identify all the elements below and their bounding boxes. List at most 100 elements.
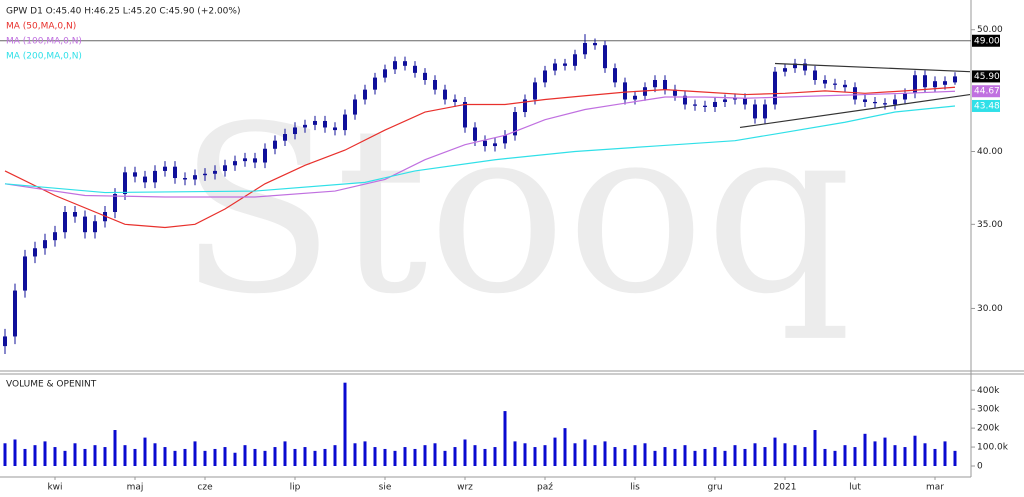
volume-bar bbox=[343, 382, 347, 466]
y-tick-label: 40.00 bbox=[977, 147, 1003, 157]
volume-bar bbox=[503, 411, 507, 466]
candle-body bbox=[173, 166, 177, 179]
candle-body bbox=[463, 101, 467, 128]
legend-entry: MA (50,MA,0,N) bbox=[6, 22, 76, 32]
candle-body bbox=[613, 68, 617, 83]
candle-body bbox=[233, 161, 237, 166]
price-label: 43.48 bbox=[974, 101, 1000, 111]
volume-bar bbox=[33, 445, 37, 466]
candle-body bbox=[703, 105, 707, 107]
candle-body bbox=[723, 99, 727, 102]
volume-bar bbox=[273, 447, 277, 466]
legend-entry: MA (200,MA,0,N) bbox=[6, 52, 82, 62]
y-tick-label: 300k bbox=[977, 405, 1000, 415]
volume-bar bbox=[313, 450, 317, 466]
x-tick-label: sie bbox=[379, 483, 392, 493]
x-tick-label: maj bbox=[127, 483, 144, 493]
x-tick-label: wrz bbox=[457, 483, 473, 493]
volume-bar bbox=[483, 448, 487, 466]
volume-bar bbox=[73, 443, 77, 466]
candle-body bbox=[693, 104, 697, 106]
candle-body bbox=[283, 134, 287, 141]
volume-bar bbox=[803, 447, 807, 466]
candle-body bbox=[213, 170, 217, 174]
candle-body bbox=[893, 99, 897, 105]
candle-body bbox=[763, 104, 767, 119]
candle-body bbox=[603, 45, 607, 69]
candle-body bbox=[753, 104, 757, 119]
candle-body bbox=[583, 42, 587, 55]
candle-body bbox=[823, 79, 827, 84]
price-label-box bbox=[972, 99, 1000, 112]
candle-body bbox=[903, 93, 907, 100]
candle-body bbox=[743, 98, 747, 105]
candle-body bbox=[293, 127, 297, 135]
candle-body bbox=[773, 71, 777, 105]
ma-line bbox=[4, 105, 956, 194]
candle-body bbox=[513, 112, 517, 136]
volume-bar bbox=[603, 441, 607, 466]
volume-bar bbox=[673, 448, 677, 466]
trendline bbox=[774, 62, 971, 73]
volume-bar bbox=[913, 435, 917, 466]
y-tick-label: 35.00 bbox=[977, 220, 1003, 230]
candle-body bbox=[523, 99, 527, 113]
candle-body bbox=[883, 103, 887, 105]
price-label: 44.67 bbox=[974, 87, 1000, 97]
x-tick-label: 2021 bbox=[774, 483, 797, 493]
x-tick-label: lip bbox=[290, 483, 301, 493]
volume-bar bbox=[723, 450, 727, 466]
candle-body bbox=[223, 165, 227, 171]
volume-bar bbox=[653, 450, 657, 466]
volume-bar bbox=[443, 450, 447, 466]
volume-bar bbox=[953, 450, 957, 466]
candle-body bbox=[543, 70, 547, 83]
volume-bar bbox=[623, 448, 627, 466]
candle-body bbox=[443, 89, 447, 100]
volume-bar bbox=[263, 450, 267, 466]
candle-body bbox=[133, 172, 137, 177]
panel-title: VOLUME & OPENINT bbox=[6, 380, 97, 390]
candle-body bbox=[623, 82, 627, 100]
candle-body bbox=[843, 84, 847, 88]
price-label-box bbox=[972, 34, 1000, 47]
candle-body bbox=[3, 336, 7, 347]
candle-body bbox=[313, 120, 317, 125]
candle-body bbox=[113, 194, 117, 213]
volume-bar bbox=[423, 445, 427, 466]
volume-bar bbox=[563, 428, 567, 466]
volume-bar bbox=[783, 443, 787, 466]
volume-bar bbox=[853, 447, 857, 466]
volume-bar bbox=[633, 445, 637, 466]
volume-bar bbox=[923, 443, 927, 466]
volume-bar bbox=[683, 445, 687, 466]
candle-body bbox=[573, 54, 577, 66]
price-label: 49.00 bbox=[974, 36, 1000, 46]
candle-body bbox=[393, 61, 397, 70]
volume-bar bbox=[203, 450, 207, 466]
candle-body bbox=[13, 290, 17, 337]
volume-bar bbox=[873, 441, 877, 466]
volume-bar bbox=[893, 445, 897, 466]
candle-body bbox=[203, 173, 207, 176]
candle-body bbox=[683, 95, 687, 105]
price-label: 45.90 bbox=[974, 72, 1000, 82]
candle-body bbox=[673, 89, 677, 96]
volume-bar bbox=[753, 443, 757, 466]
volume-bar bbox=[353, 443, 357, 466]
volume-bar bbox=[643, 443, 647, 466]
volume-bar bbox=[793, 445, 797, 466]
volume-bar bbox=[463, 439, 467, 466]
candle-body bbox=[33, 248, 37, 257]
volume-bar bbox=[583, 439, 587, 466]
candle-body bbox=[413, 65, 417, 73]
volume-bar bbox=[63, 450, 67, 466]
volume-bar bbox=[213, 448, 217, 466]
candle-body bbox=[243, 158, 247, 162]
volume-bar bbox=[883, 437, 887, 466]
volume-bar bbox=[323, 448, 327, 466]
candle-body bbox=[193, 175, 197, 180]
candle-body bbox=[353, 99, 357, 115]
candle-body bbox=[563, 63, 567, 66]
volume-bar bbox=[413, 448, 417, 466]
